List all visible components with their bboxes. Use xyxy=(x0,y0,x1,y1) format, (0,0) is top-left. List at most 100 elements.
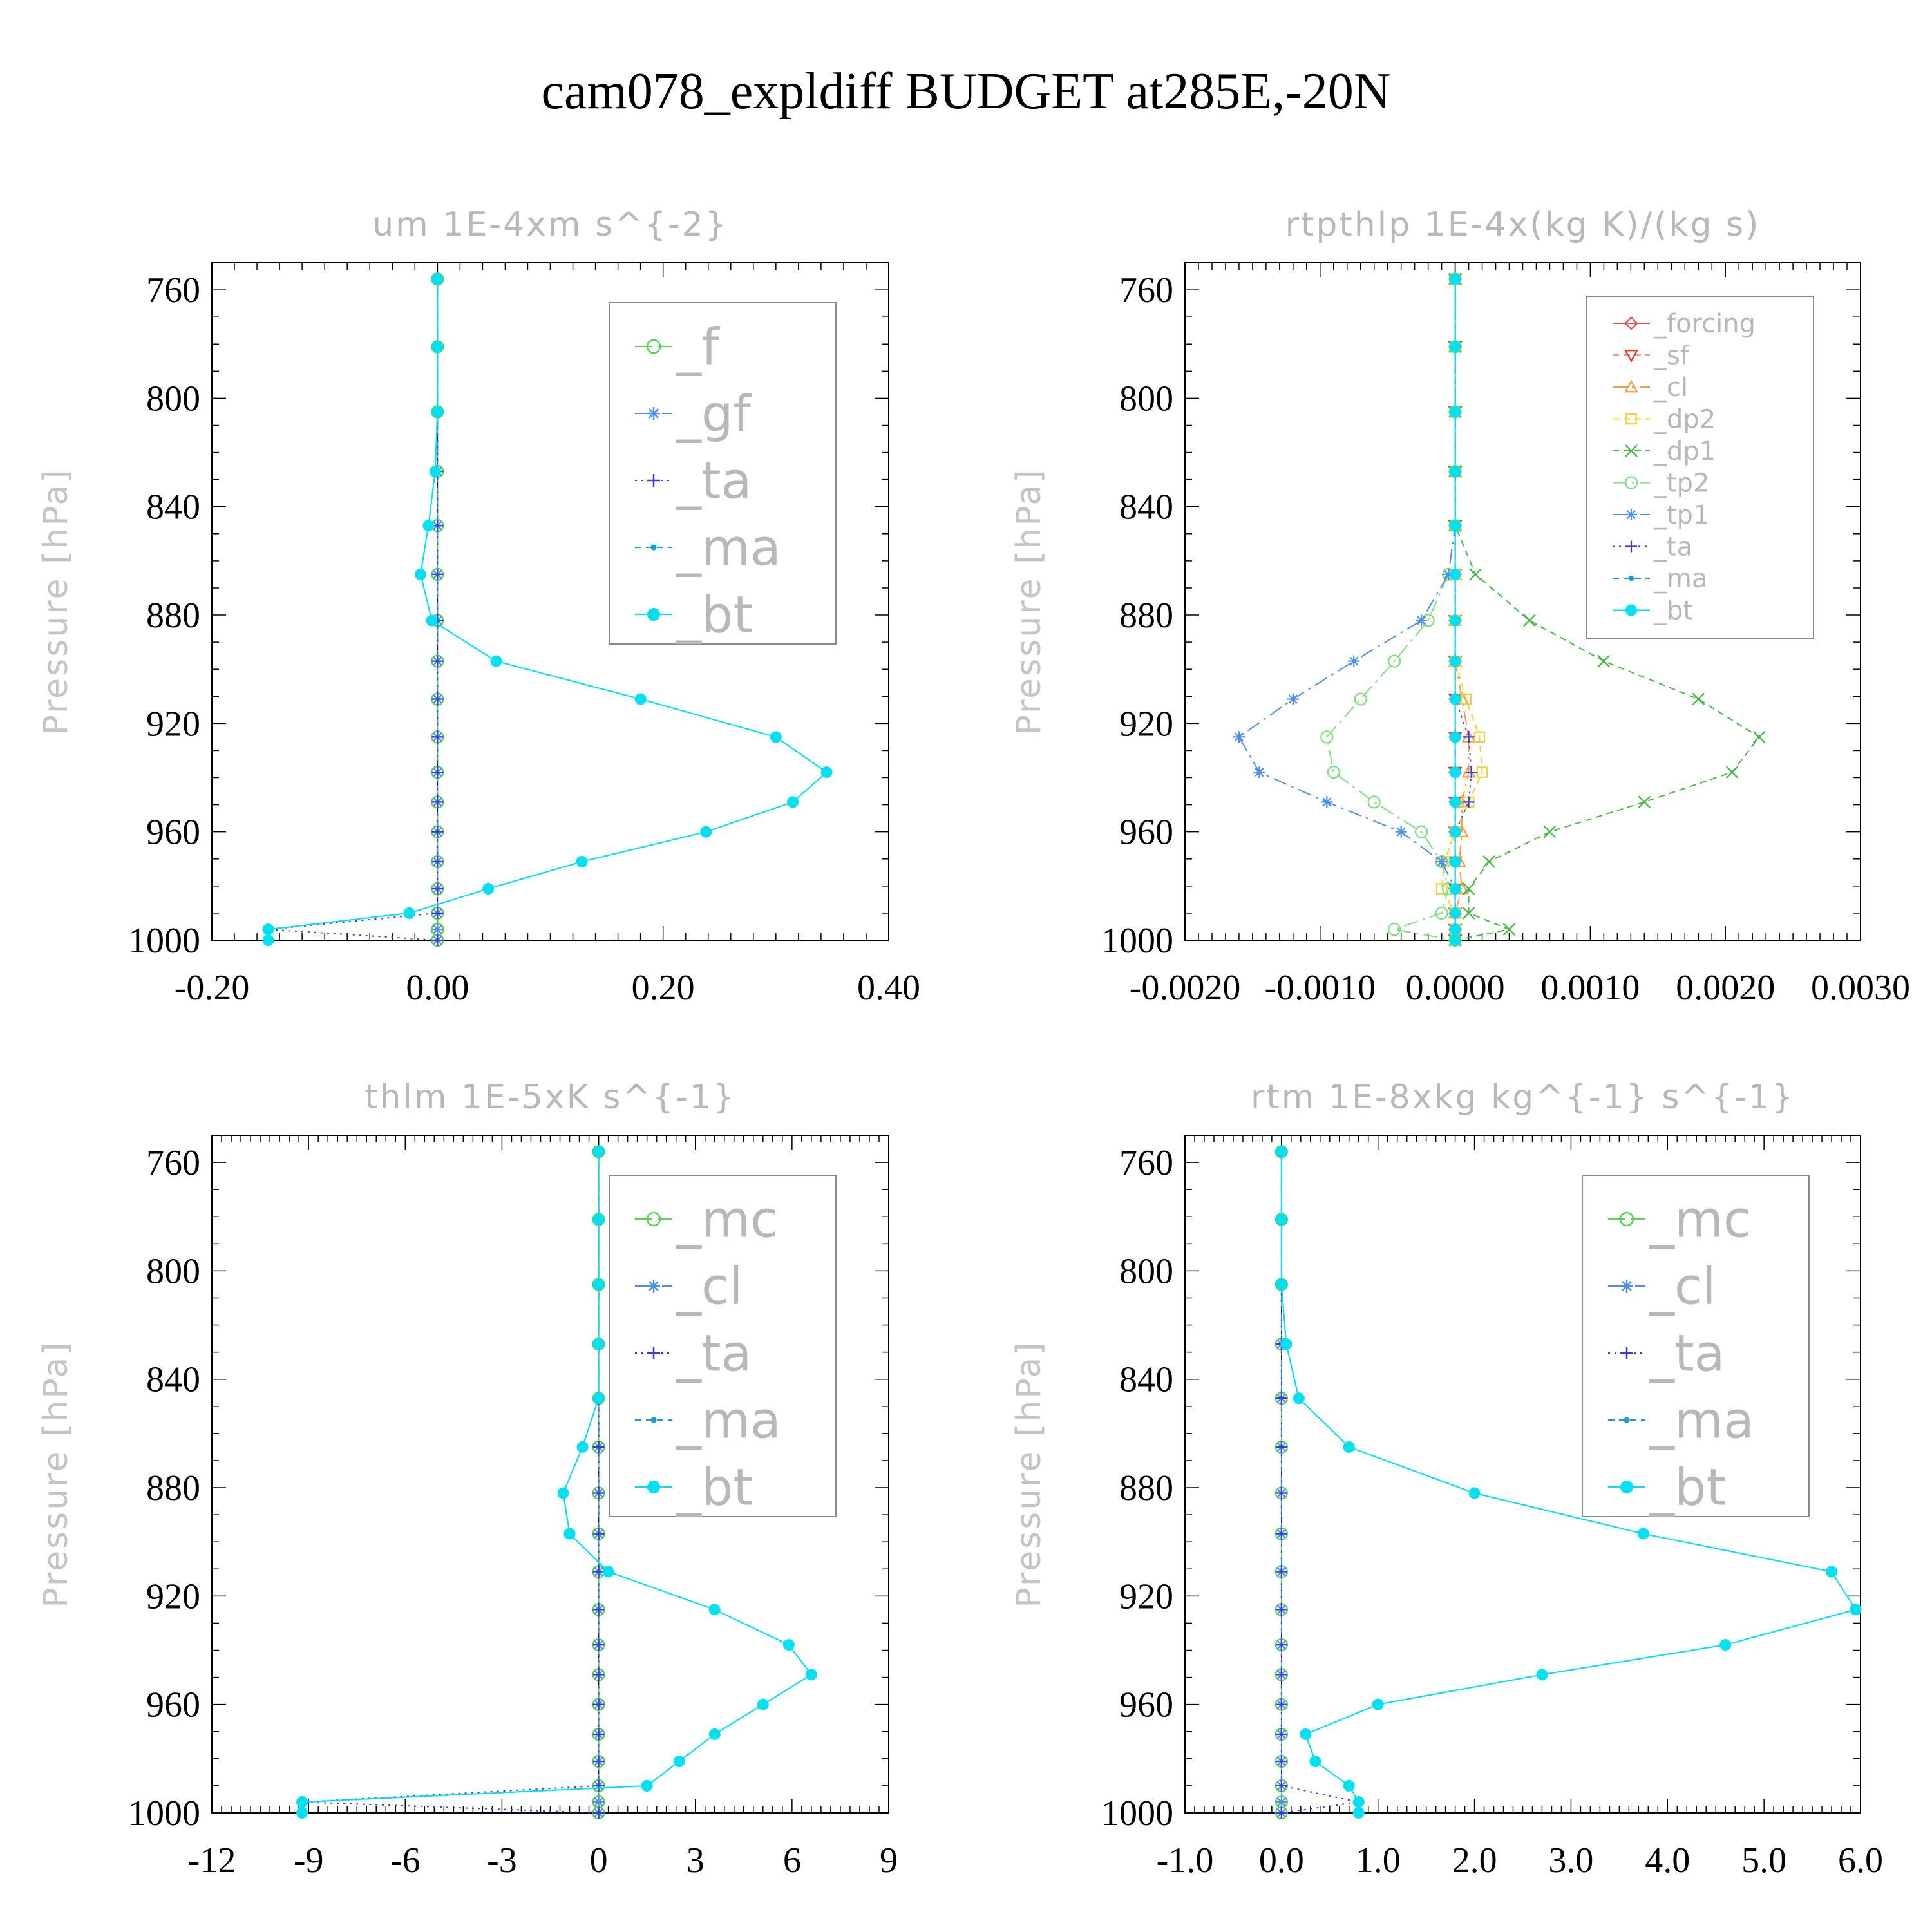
x-tick-label: -0.0010 xyxy=(1264,968,1376,1008)
series-line xyxy=(267,279,828,940)
data-point xyxy=(1327,765,1340,779)
panel-title: rtpthlp 1E-4x(kg K)/(kg s) xyxy=(1285,205,1761,244)
data-point xyxy=(1476,766,1488,778)
legend-marker xyxy=(1625,444,1638,457)
y-tick-label: 800 xyxy=(1119,1251,1173,1291)
legend-marker xyxy=(1620,1481,1633,1493)
series-line xyxy=(1454,279,1761,941)
data-point xyxy=(1435,855,1448,867)
legend-label: _bt xyxy=(1649,1459,1726,1517)
data-point xyxy=(1502,923,1516,936)
legend-marker xyxy=(1624,476,1638,489)
data-point xyxy=(1309,1756,1321,1768)
data-point xyxy=(1320,730,1334,744)
legend-box xyxy=(609,1175,837,1517)
data-point xyxy=(1275,1796,1287,1808)
data-point xyxy=(592,1639,605,1651)
data-point xyxy=(431,883,444,895)
series-bt xyxy=(296,1146,817,1819)
series-line xyxy=(268,279,439,941)
data-point xyxy=(708,1728,721,1740)
data-point xyxy=(1692,692,1705,706)
data-point xyxy=(1275,1213,1287,1226)
panel-1: um 1E-4xm s^{-2} Pressure [hPa] 760 800 840 8… xyxy=(37,205,920,1008)
x-tick-label: -9 xyxy=(294,1841,324,1880)
legend-label: _ta xyxy=(1649,1325,1725,1383)
data-point xyxy=(634,693,647,705)
y-tick-label: 1000 xyxy=(128,921,200,961)
data-point xyxy=(1536,1669,1548,1681)
data-point xyxy=(1449,273,1461,285)
data-point xyxy=(431,273,444,285)
legend-marker xyxy=(650,544,657,551)
data-point xyxy=(592,1441,605,1453)
series-ta xyxy=(296,1146,605,1819)
x-tick-label: 0 xyxy=(590,1841,608,1880)
data-point xyxy=(1463,731,1475,743)
panel-4: rtm 1E-8xkg kg^{-1} s^{-1} Pressure [hPa]… xyxy=(1010,1078,1883,1880)
y-tick-label: 800 xyxy=(1119,379,1173,419)
series-bt xyxy=(1449,273,1461,946)
y-axis-label: Pressure [hPa] xyxy=(37,1341,75,1608)
x-tick-label: -6 xyxy=(390,1841,421,1880)
x-tick-label: -0.20 xyxy=(175,968,250,1008)
data-point xyxy=(431,923,444,936)
y-tick-label: 960 xyxy=(146,813,200,853)
legend-label: _mc xyxy=(1649,1191,1751,1249)
legend-marker xyxy=(1620,1347,1633,1359)
series-tp2 xyxy=(1320,272,1462,947)
legend-label: _ta xyxy=(676,452,752,510)
data-point xyxy=(1415,825,1428,838)
x-tick-label: 0.00 xyxy=(406,968,469,1008)
data-point xyxy=(1280,1338,1293,1350)
data-point xyxy=(1275,1528,1287,1540)
data-point xyxy=(482,883,495,895)
data-point xyxy=(1275,1441,1287,1453)
legend-label: _ma xyxy=(676,1392,781,1450)
data-point xyxy=(1275,1779,1287,1792)
y-tick-label: 880 xyxy=(146,596,200,636)
data-point xyxy=(757,1698,769,1710)
legend-marker xyxy=(1624,350,1638,363)
data-point xyxy=(490,655,502,667)
data-point xyxy=(431,341,444,353)
data-point xyxy=(426,614,438,627)
series-tp1 xyxy=(1233,273,1461,946)
data-point xyxy=(1463,796,1475,808)
data-point xyxy=(1637,1528,1649,1540)
data-point xyxy=(592,1528,605,1540)
panel-title: um 1E-4xm s^{-2} xyxy=(372,205,728,244)
data-point xyxy=(1449,693,1461,705)
legend-marker xyxy=(647,474,660,487)
data-point xyxy=(1343,1441,1355,1453)
panel-2: rtpthlp 1E-4x(kg K)/(kg s) Pressure [hPa]… xyxy=(1010,205,1910,1008)
data-point xyxy=(1372,1698,1384,1710)
series-line xyxy=(301,1151,813,1813)
data-point xyxy=(564,1528,576,1540)
legend-box xyxy=(1586,296,1814,639)
series-cl xyxy=(1448,271,1476,946)
legend-marker xyxy=(1624,1417,1630,1423)
data-point xyxy=(431,934,444,946)
series-line xyxy=(1238,279,1456,940)
panels: um 1E-4xm s^{-2} Pressure [hPa] 760 800 840 8… xyxy=(37,205,1910,1880)
legend-label: _forcing xyxy=(1653,309,1756,339)
legend-label: _ma xyxy=(676,519,781,577)
legend-label: _dp2 xyxy=(1653,405,1716,435)
data-point xyxy=(592,1338,605,1350)
data-point xyxy=(1597,654,1611,668)
data-point xyxy=(431,796,444,808)
data-point xyxy=(1473,731,1486,743)
legend-marker xyxy=(647,407,660,420)
legend-marker xyxy=(1620,1280,1633,1293)
data-point xyxy=(1367,795,1381,809)
data-point xyxy=(1850,1604,1862,1616)
data-point xyxy=(1253,766,1265,779)
data-point xyxy=(1482,855,1495,868)
data-point xyxy=(1275,1566,1287,1578)
y-tick-label: 840 xyxy=(1119,488,1173,527)
data-point xyxy=(415,568,427,580)
legend-marker xyxy=(1625,604,1637,616)
data-point xyxy=(1449,341,1461,353)
series-line xyxy=(1280,1151,1857,1813)
